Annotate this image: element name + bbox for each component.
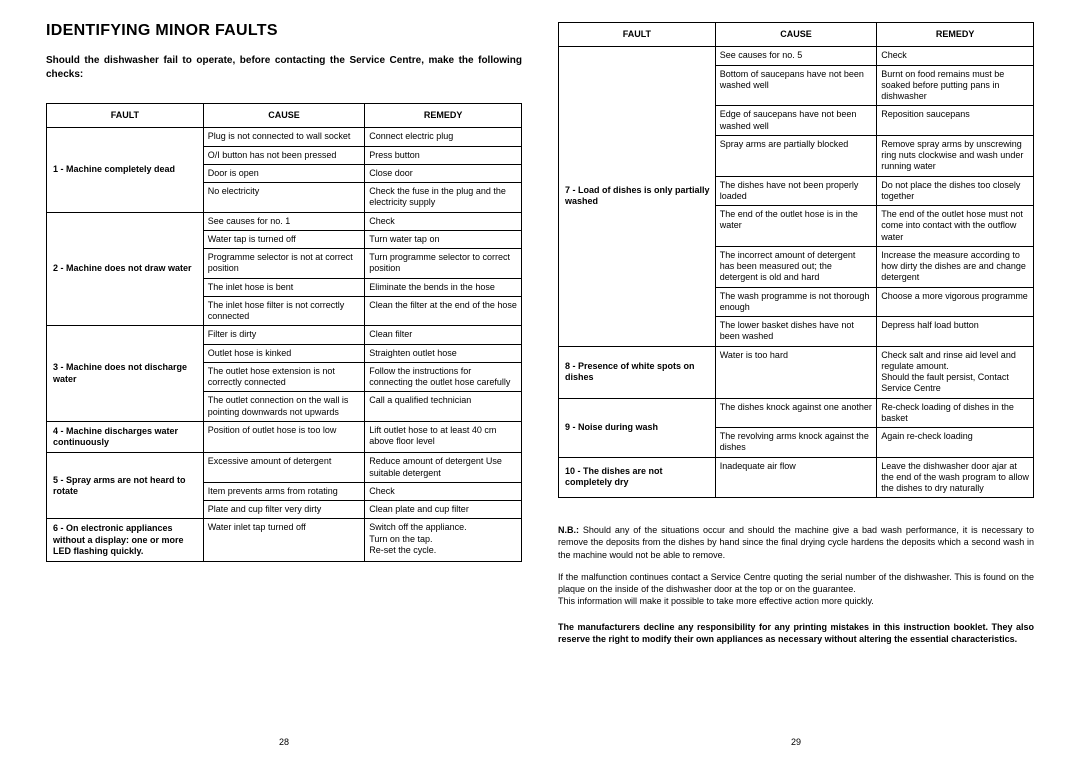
cause-cell: Filter is dirty <box>203 326 365 344</box>
fault-label: 8 - Presence of white spots on dishes <box>559 346 716 398</box>
remedy-cell: The end of the outlet hose must not come… <box>877 206 1034 247</box>
disclaimer-text: The manufacturers decline any responsibi… <box>558 621 1034 645</box>
fault-label: 10 - The dishes are not completely dry <box>559 457 716 498</box>
cause-cell: The end of the outlet hose is in the wat… <box>715 206 877 247</box>
header-cause: CAUSE <box>203 104 365 128</box>
page-number-left: 28 <box>46 737 522 747</box>
cause-cell: See causes for no. 1 <box>203 212 365 230</box>
cause-cell: The outlet connection on the wall is poi… <box>203 392 365 422</box>
remedy-cell: Close door <box>365 164 522 182</box>
remedy-cell: Check <box>365 482 522 500</box>
remedy-cell: Choose a more vigorous programme <box>877 287 1034 317</box>
remedy-cell: Check <box>365 212 522 230</box>
fault-label: 5 - Spray arms are not heard to rotate <box>47 453 204 519</box>
remedy-cell: Follow the instructions for connecting t… <box>365 362 522 392</box>
nb-text: N.B.: Should any of the situations occur… <box>558 524 1034 560</box>
cause-cell: The dishes knock against one another <box>715 398 877 428</box>
cause-cell: The inlet hose is bent <box>203 278 365 296</box>
header-remedy: REMEDY <box>877 23 1034 47</box>
cause-cell: Edge of saucepans have not been washed w… <box>715 106 877 136</box>
cause-cell: The dishes have not been properly loaded <box>715 176 877 206</box>
intro-text: Should the dishwasher fail to operate, b… <box>46 54 522 81</box>
cause-cell: The revolving arms knock against the dis… <box>715 428 877 458</box>
remedy-cell: Connect electric plug <box>365 128 522 146</box>
remedy-cell: Re-check loading of dishes in the basket <box>877 398 1034 428</box>
header-remedy: REMEDY <box>365 104 522 128</box>
cause-cell: Spray arms are partially blocked <box>715 135 877 176</box>
remedy-cell: Check <box>877 47 1034 65</box>
cause-cell: The outlet hose extension is not correct… <box>203 362 365 392</box>
remedy-cell: Reduce amount of detergent Use suitable … <box>365 453 522 483</box>
remedy-cell: Again re-check loading <box>877 428 1034 458</box>
remedy-cell: Eliminate the bends in the hose <box>365 278 522 296</box>
remedy-cell: Reposition saucepans <box>877 106 1034 136</box>
remedy-cell: Remove spray arms by unscrewing ring nut… <box>877 135 1034 176</box>
faults-table-left: FAULT CAUSE REMEDY 1 - Machine completel… <box>46 103 522 562</box>
cause-cell: The incorrect amount of detergent has be… <box>715 246 877 287</box>
cause-cell: Item prevents arms from rotating <box>203 482 365 500</box>
cause-cell: The inlet hose filter is not correctly c… <box>203 296 365 326</box>
remedy-cell: Increase the measure according to how di… <box>877 246 1034 287</box>
page-title: IDENTIFYING MINOR FAULTS <box>46 22 522 40</box>
fault-label: 6 - On electronic appliances without a d… <box>47 519 204 562</box>
cause-cell: Inadequate air flow <box>715 457 877 498</box>
cause-cell: Plug is not connected to wall socket <box>203 128 365 146</box>
header-fault: FAULT <box>559 23 716 47</box>
fault-label: 3 - Machine does not discharge water <box>47 326 204 422</box>
header-fault: FAULT <box>47 104 204 128</box>
remedy-cell: Burnt on food remains must be soaked bef… <box>877 65 1034 106</box>
fault-label: 2 - Machine does not draw water <box>47 212 204 326</box>
cause-cell: No electricity <box>203 183 365 213</box>
cause-cell: Position of outlet hose is too low <box>203 421 365 453</box>
remedy-cell: Check salt and rinse aid level and regul… <box>877 346 1034 398</box>
page-left: IDENTIFYING MINOR FAULTS Should the dish… <box>28 22 540 763</box>
page-right: FAULT CAUSE REMEDY 7 - Load of dishes is… <box>540 22 1052 763</box>
cause-cell: Outlet hose is kinked <box>203 344 365 362</box>
cause-cell: Programme selector is not at correct pos… <box>203 249 365 279</box>
cause-cell: O/I button has not been pressed <box>203 146 365 164</box>
cause-cell: Door is open <box>203 164 365 182</box>
remedy-cell: Clean the filter at the end of the hose <box>365 296 522 326</box>
cause-cell: Water inlet tap turned off <box>203 519 365 562</box>
remedy-cell: Clean plate and cup filter <box>365 501 522 519</box>
remedy-cell: Call a qualified technician <box>365 392 522 422</box>
cause-cell: See causes for no. 5 <box>715 47 877 65</box>
remedy-cell: Turn programme selector to correct posit… <box>365 249 522 279</box>
cause-cell: Water tap is turned off <box>203 230 365 248</box>
remedy-cell: Turn water tap on <box>365 230 522 248</box>
header-cause: CAUSE <box>715 23 877 47</box>
cause-cell: Plate and cup filter very dirty <box>203 501 365 519</box>
remedy-cell: Do not place the dishes too closely toge… <box>877 176 1034 206</box>
cause-cell: Water is too hard <box>715 346 877 398</box>
remedy-cell: Lift outlet hose to at least 40 cm above… <box>365 421 522 453</box>
cause-cell: The wash programme is not thorough enoug… <box>715 287 877 317</box>
fault-label: 9 - Noise during wash <box>559 398 716 457</box>
fault-label: 4 - Machine discharges water continuousl… <box>47 421 204 453</box>
nb2-text: If the malfunction continues contact a S… <box>558 571 1034 607</box>
fault-label: 7 - Load of dishes is only partially was… <box>559 47 716 346</box>
fault-label: 1 - Machine completely dead <box>47 128 204 212</box>
cause-cell: Excessive amount of detergent <box>203 453 365 483</box>
remedy-cell: Check the fuse in the plug and the elect… <box>365 183 522 213</box>
cause-cell: The lower basket dishes have not been wa… <box>715 317 877 347</box>
remedy-cell: Leave the dishwasher door ajar at the en… <box>877 457 1034 498</box>
faults-table-right: FAULT CAUSE REMEDY 7 - Load of dishes is… <box>558 22 1034 498</box>
remedy-cell: Clean filter <box>365 326 522 344</box>
cause-cell: Bottom of saucepans have not been washed… <box>715 65 877 106</box>
remedy-cell: Depress half load button <box>877 317 1034 347</box>
remedy-cell: Straighten outlet hose <box>365 344 522 362</box>
remedy-cell: Switch off the appliance. Turn on the ta… <box>365 519 522 562</box>
remedy-cell: Press button <box>365 146 522 164</box>
page-number-right: 29 <box>558 737 1034 747</box>
